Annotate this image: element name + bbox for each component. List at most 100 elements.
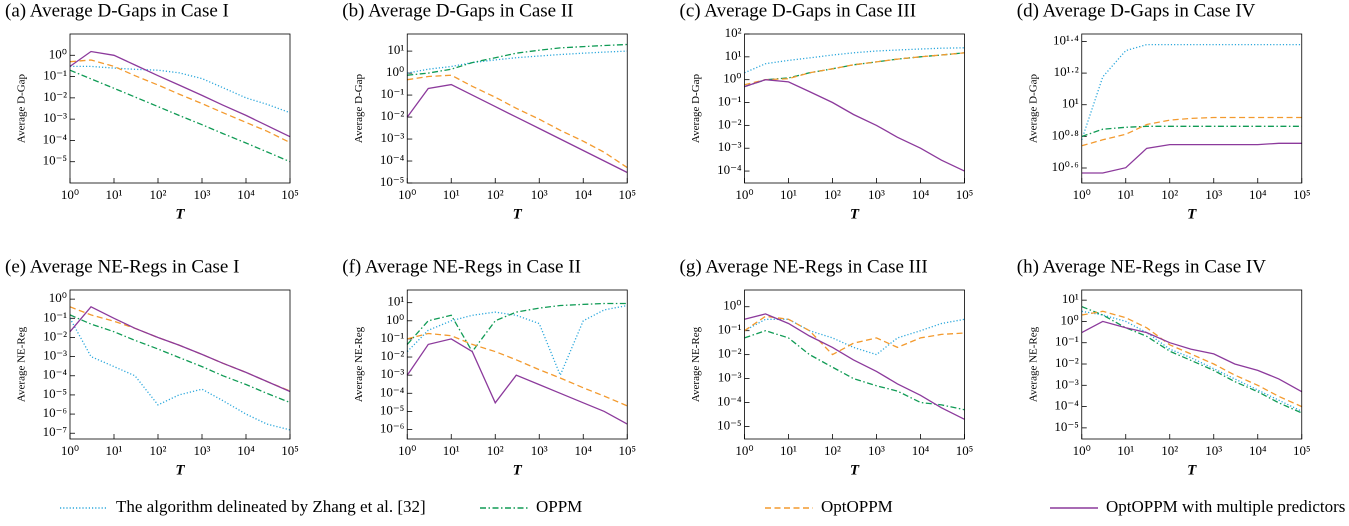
y-tick-label: 10⁻¹ bbox=[43, 309, 67, 324]
series-line bbox=[744, 313, 965, 420]
subplot: (e) Average NE-Regs in Case I Average NE-… bbox=[5, 256, 299, 478]
y-tick-label: 10⁻¹ bbox=[380, 330, 404, 345]
y-tick-label: 10¹ bbox=[1062, 291, 1079, 306]
series-line bbox=[1081, 310, 1303, 408]
legend-entry: OptOPPM bbox=[765, 497, 893, 516]
chart-title: (f) Average NE-Regs in Case II bbox=[342, 256, 581, 277]
series-line bbox=[69, 305, 291, 393]
y-tick-label: 10⁻¹ bbox=[380, 86, 404, 101]
plot-frame bbox=[406, 289, 628, 440]
y-axis-label: Average D-Gap bbox=[1027, 73, 1039, 143]
series-line bbox=[406, 302, 628, 353]
series-line bbox=[744, 52, 965, 88]
y-tick-label: 10⁻⁵ bbox=[43, 386, 67, 401]
legend-label: The algorithm delineated by Zhang et al.… bbox=[116, 497, 426, 516]
y-tick-label: 10⁰ bbox=[49, 46, 67, 61]
subplot: (a) Average D-Gaps in Case I Average D-Ga… bbox=[5, 0, 299, 222]
x-tick-label: 10¹ bbox=[780, 187, 797, 202]
y-axis-label: Average NE-Reg bbox=[690, 326, 702, 402]
y-tick-label: 10¹ bbox=[387, 42, 404, 57]
series-line bbox=[1081, 116, 1302, 147]
y-tick-label: 10⁻⁴ bbox=[380, 152, 405, 167]
x-tick-label: 10² bbox=[487, 187, 504, 202]
y-axis-label: Average D-Gap bbox=[690, 73, 702, 143]
y-axis-label: Average NE-Reg bbox=[1027, 326, 1039, 402]
legend-entry: OPPM bbox=[480, 497, 582, 516]
x-tick-label: 10⁰ bbox=[1073, 187, 1091, 202]
x-tick-label: 10⁰ bbox=[61, 443, 79, 458]
x-axis-label: T bbox=[513, 462, 523, 478]
x-tick-label: 10¹ bbox=[443, 443, 460, 458]
legend-entry: The algorithm delineated by Zhang et al.… bbox=[60, 497, 426, 516]
y-axis-label: Average D-Gap bbox=[353, 73, 365, 143]
y-tick-label: 10⁻⁴ bbox=[1054, 398, 1079, 413]
plot-frame bbox=[406, 33, 628, 184]
x-tick-label: 10⁴ bbox=[1249, 443, 1267, 458]
x-tick-label: 10³ bbox=[868, 187, 885, 202]
plot-frame bbox=[69, 33, 291, 184]
y-tick-label: 10⁰ bbox=[386, 312, 404, 327]
series-line bbox=[744, 47, 965, 74]
series-line bbox=[406, 304, 628, 377]
x-tick-label: 10⁴ bbox=[574, 443, 592, 458]
x-tick-label: 10⁴ bbox=[237, 443, 255, 458]
legend-label: OPPM bbox=[536, 497, 582, 516]
y-tick-label: 10⁻³ bbox=[718, 370, 742, 385]
y-axis-label: Average D-Gap bbox=[16, 73, 28, 143]
x-tick-label: 10⁰ bbox=[735, 187, 753, 202]
series-line bbox=[744, 52, 965, 86]
subplot: (c) Average D-Gaps in Case III Average D-… bbox=[680, 0, 974, 222]
y-tick-label: 10⁻¹ bbox=[43, 68, 67, 83]
y-axis-label: Average NE-Reg bbox=[353, 326, 365, 402]
x-tick-label: 10¹ bbox=[443, 187, 460, 202]
chart-title: (d) Average D-Gaps in Case IV bbox=[1017, 0, 1256, 21]
y-tick-label: 10⁰ bbox=[386, 64, 404, 79]
x-tick-label: 10³ bbox=[1205, 443, 1222, 458]
x-tick-label: 10⁵ bbox=[618, 443, 636, 458]
series-line bbox=[744, 315, 965, 356]
y-tick-label: 10¹·² bbox=[1054, 64, 1079, 79]
y-tick-label: 10¹ bbox=[387, 294, 404, 309]
x-tick-label: 10⁵ bbox=[281, 443, 299, 458]
x-tick-label: 10⁰ bbox=[61, 187, 79, 202]
x-tick-label: 10² bbox=[487, 443, 504, 458]
y-tick-label: 10¹ bbox=[725, 48, 742, 63]
subplot: (d) Average D-Gaps in Case IV Average D-G… bbox=[1017, 0, 1311, 222]
y-tick-label: 10⁻³ bbox=[43, 110, 67, 125]
x-tick-label: 10¹ bbox=[1117, 443, 1134, 458]
x-tick-label: 10³ bbox=[194, 443, 211, 458]
y-axis-label: Average NE-Reg bbox=[16, 326, 28, 402]
x-tick-label: 10¹ bbox=[106, 187, 123, 202]
series-line bbox=[69, 317, 291, 431]
y-tick-label: 10⁻⁵ bbox=[1054, 419, 1078, 434]
x-tick-label: 10³ bbox=[868, 443, 885, 458]
y-tick-label: 10⁻⁵ bbox=[380, 174, 404, 189]
y-tick-label: 10⁰ bbox=[1061, 312, 1079, 327]
y-tick-label: 10⁻³ bbox=[1055, 376, 1079, 391]
x-tick-label: 10² bbox=[1161, 187, 1178, 202]
series-line bbox=[407, 74, 628, 169]
x-tick-label: 10² bbox=[824, 443, 841, 458]
x-tick-label: 10² bbox=[150, 187, 167, 202]
y-tick-label: 10⁻³ bbox=[718, 139, 742, 154]
x-axis-label: T bbox=[175, 206, 185, 222]
series-line bbox=[744, 330, 965, 411]
y-tick-label: 10⁻⁴ bbox=[717, 394, 742, 409]
series-line bbox=[69, 59, 291, 144]
x-axis-label: T bbox=[513, 206, 523, 222]
chart-title: (c) Average D-Gaps in Case III bbox=[680, 0, 917, 21]
series-line bbox=[1081, 320, 1303, 393]
series-line bbox=[406, 338, 628, 425]
y-tick-label: 10⁰ bbox=[49, 290, 67, 305]
x-tick-label: 10⁰ bbox=[398, 187, 416, 202]
y-tick-label: 10⁰ bbox=[723, 71, 741, 86]
y-tick-label: 10⁻⁴ bbox=[43, 131, 68, 146]
x-tick-label: 10⁵ bbox=[281, 187, 299, 202]
x-tick-label: 10¹ bbox=[106, 443, 123, 458]
y-tick-label: 10⁻² bbox=[380, 348, 404, 363]
y-tick-label: 10⁻² bbox=[380, 108, 404, 123]
chart-title: (e) Average NE-Regs in Case I bbox=[5, 256, 239, 277]
series-line bbox=[69, 69, 291, 163]
legend-label: OptOPPM with multiple predictors bbox=[1106, 497, 1345, 516]
series-line bbox=[1081, 310, 1303, 412]
